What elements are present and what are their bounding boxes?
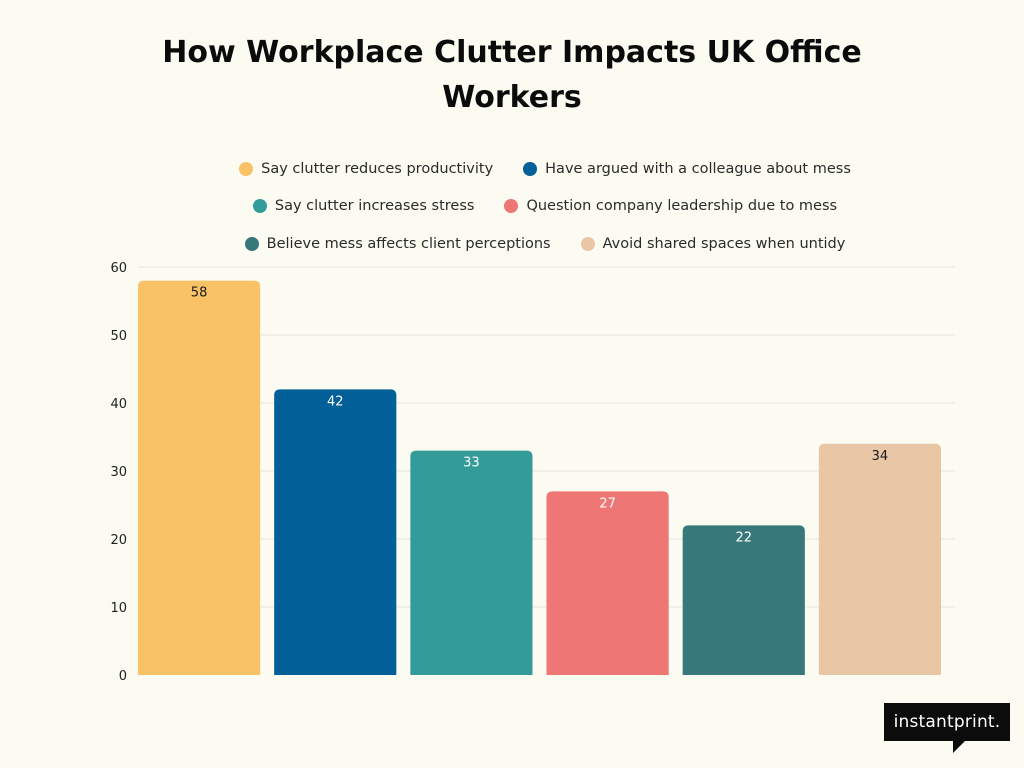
bar-value-label: 33 bbox=[463, 456, 480, 471]
legend-row: Say clutter reduces productivity Have arg… bbox=[140, 150, 950, 188]
legend-item: Have argued with a colleague about mess bbox=[523, 161, 851, 177]
legend-swatch bbox=[239, 161, 254, 176]
y-tick-label: 60 bbox=[110, 261, 127, 276]
legend-label: Have argued with a colleague about mess bbox=[545, 160, 851, 177]
legend-item: Say clutter increases stress bbox=[252, 198, 475, 215]
y-tick-label: 0 bbox=[119, 669, 127, 684]
bar bbox=[138, 280, 261, 675]
chart-legend: Say clutter reduces productivity Have arg… bbox=[140, 150, 950, 263]
y-tick-label: 20 bbox=[110, 533, 127, 548]
bar-value-label: 27 bbox=[599, 496, 616, 511]
legend-swatch bbox=[580, 236, 595, 251]
instantprint-logo: instantprint. bbox=[884, 703, 1010, 741]
legend-label: Avoid shared spaces when untidy bbox=[602, 235, 846, 252]
legend-item: Question company leadership due to mess bbox=[504, 198, 837, 214]
legend-row: Believe mess affects client perceptions A… bbox=[140, 225, 950, 263]
legend-label: Believe mess affects client perceptions bbox=[266, 235, 551, 252]
legend-label: Say clutter reduces productivity bbox=[261, 160, 494, 177]
legend-item: Believe mess affects client perceptions bbox=[244, 235, 551, 252]
chart-title: How Workplace Clutter Impacts UK Office … bbox=[162, 35, 862, 115]
logo-text: instantprint. bbox=[893, 712, 1001, 732]
legend-swatch bbox=[523, 161, 538, 176]
legend-item: Say clutter reduces productivity bbox=[239, 161, 493, 177]
bar-value-label: 42 bbox=[327, 394, 344, 409]
y-tick-label: 40 bbox=[110, 397, 127, 412]
bar bbox=[682, 525, 805, 675]
bar-value-label: 58 bbox=[191, 286, 208, 301]
bar-value-label: 22 bbox=[735, 530, 752, 545]
logo-speech-tail bbox=[953, 740, 966, 753]
y-tick-label: 30 bbox=[110, 465, 127, 480]
bar bbox=[818, 443, 941, 675]
bar bbox=[410, 450, 533, 675]
bar bbox=[274, 389, 397, 675]
legend-label: Say clutter increases stress bbox=[274, 198, 475, 215]
legend-swatch bbox=[504, 199, 519, 214]
legend-item: Avoid shared spaces when untidy bbox=[580, 235, 846, 252]
legend-swatch bbox=[252, 199, 267, 214]
bar-value-label: 34 bbox=[872, 449, 889, 464]
legend-row: Say clutter increases stress Question com… bbox=[140, 188, 950, 226]
y-tick-label: 50 bbox=[110, 329, 127, 344]
legend-swatch bbox=[244, 236, 259, 251]
bar bbox=[546, 491, 669, 675]
legend-label: Question company leadership due to mess bbox=[526, 198, 838, 215]
y-tick-label: 10 bbox=[110, 601, 127, 616]
